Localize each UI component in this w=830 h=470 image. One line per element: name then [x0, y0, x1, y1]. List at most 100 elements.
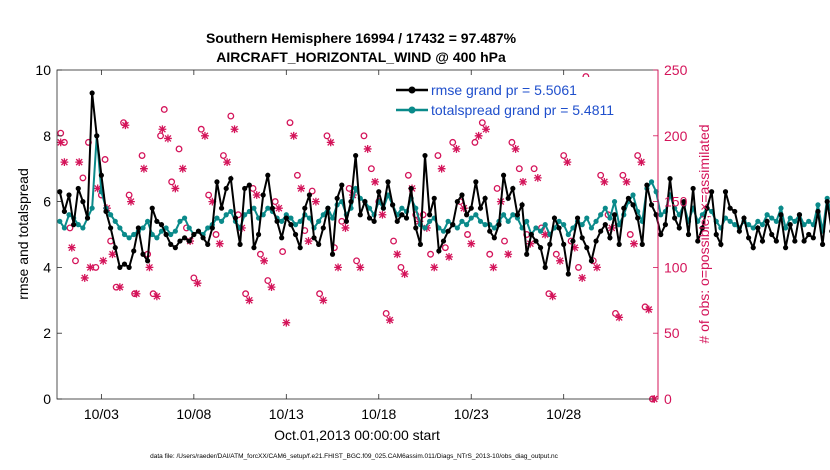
x-axis-label: Oct.01,2013 00:00:00 start — [274, 427, 440, 443]
y2-tick-label-3: 150 — [664, 194, 688, 210]
totalspread-point-52 — [297, 218, 303, 224]
obs-possible-35 — [286, 119, 294, 127]
obs-possible-74 — [575, 263, 582, 271]
obs-assimilated-3 — [75, 158, 84, 167]
totalspread-point-14 — [121, 231, 128, 238]
obs-possible-71 — [552, 250, 560, 258]
rmse-point-32 — [205, 241, 211, 247]
obs-assimilated-80 — [622, 177, 631, 186]
obs-assimilated-15 — [145, 263, 154, 272]
y2-axis-label: # of obs: o=possible; ×=assimilated — [696, 124, 712, 343]
obs-possible-29 — [242, 290, 250, 298]
x-tick-label-1: 10/08 — [176, 406, 211, 422]
rmse-point-21 — [154, 218, 160, 224]
obs-assimilated-7 — [99, 256, 108, 265]
totalspread-point-5 — [80, 225, 86, 231]
totalspread-point-37 — [228, 208, 234, 215]
rmse-point-16 — [131, 248, 137, 254]
rmse-point-143 — [718, 241, 724, 247]
totalspread-point-98 — [510, 212, 516, 218]
totalspread-point-83 — [440, 228, 447, 234]
totalspread-point-24 — [168, 231, 174, 238]
obs-assimilated-70 — [548, 292, 557, 301]
rmse-point-163 — [810, 235, 816, 241]
rmse-point-19 — [145, 258, 151, 264]
rmse-point-45 — [265, 172, 271, 178]
rmse-point-91 — [477, 205, 484, 211]
rmse-point-103 — [533, 238, 539, 244]
legend: rmse grand pr = 5.5061 totalspread grand… — [392, 77, 654, 119]
totalspread-point-79 — [422, 225, 428, 231]
rmse-point-128 — [648, 202, 655, 208]
rmse-point-75 — [403, 215, 410, 221]
rmse-point-152 — [759, 238, 766, 244]
rmse-point-83 — [440, 238, 447, 244]
rmse-point-44 — [260, 192, 266, 198]
rmse-point-52 — [297, 245, 303, 251]
rmse-point-151 — [755, 225, 761, 231]
axes: 10/03 10/08 10/13 10/18 10/23 10/280246810050… — [35, 62, 687, 422]
rmse-point-66 — [362, 199, 368, 205]
obs-possible-12 — [125, 191, 133, 199]
obs-possible-25 — [212, 231, 220, 238]
obs-assimilated-73 — [570, 243, 579, 252]
totalspread-point-116 — [593, 218, 599, 224]
totalspread-point-158 — [787, 215, 793, 221]
rmse-point-97 — [505, 195, 511, 201]
rmse-point-73 — [394, 218, 400, 224]
rmse-point-116 — [593, 238, 599, 244]
obs-assimilated-22 — [193, 279, 202, 288]
rmse-point-160 — [796, 212, 803, 218]
obs-assimilated-40 — [326, 138, 335, 147]
rmse-point-132 — [667, 175, 673, 182]
rmse-point-22 — [158, 222, 165, 228]
rmse-point-147 — [736, 228, 742, 234]
obs-possible-80 — [619, 171, 627, 179]
obs-possible-79 — [612, 310, 619, 317]
obs-assimilated-47 — [378, 210, 387, 219]
obs-possible-14 — [138, 152, 146, 159]
rmse-point-23 — [163, 231, 169, 238]
rmse-point-141 — [709, 189, 715, 195]
rmse-point-114 — [584, 245, 590, 251]
totalspread-point-42 — [251, 205, 257, 211]
rmse-point-144 — [722, 189, 729, 195]
obs-possible-65 — [508, 138, 516, 146]
rmse-point-28 — [186, 238, 192, 244]
obs-assimilated-34 — [282, 318, 291, 327]
obs-possible-40 — [323, 132, 331, 140]
rmse-point-102 — [528, 231, 534, 238]
rmse-point-51 — [292, 231, 299, 238]
rmse-point-92 — [482, 195, 488, 201]
rmse-point-109 — [561, 241, 567, 247]
obs-assimilated-12 — [127, 197, 135, 206]
rmse-point-142 — [713, 231, 719, 238]
obs-assimilated-49 — [393, 250, 402, 259]
rmse-point-0 — [57, 189, 63, 195]
totalspread-point-161 — [801, 222, 807, 228]
rmse-point-12 — [112, 245, 118, 251]
rmse-point-63 — [348, 199, 354, 205]
obs-assimilated-77 — [600, 177, 609, 186]
totalspread-point-159 — [792, 218, 798, 224]
obs-assimilated-65 — [511, 145, 520, 153]
totalspread-point-149 — [746, 222, 752, 228]
totalspread-point-156 — [778, 205, 784, 211]
obs-assimilated-35 — [289, 131, 298, 140]
rmse-point-90 — [473, 179, 479, 185]
totalspread-point-59 — [329, 215, 336, 221]
totalspread-point-15 — [126, 235, 132, 241]
obs-assimilated-54 — [430, 263, 439, 272]
rmse-point-159 — [792, 238, 798, 244]
totalspread-point-92 — [482, 222, 488, 228]
obs-possible-49 — [390, 237, 398, 245]
totalspread-point-13 — [117, 225, 123, 231]
totalspread-point-90 — [473, 212, 479, 218]
totalspread-point-1 — [61, 225, 67, 231]
rmse-point-136 — [685, 231, 692, 238]
obs-assimilated-81 — [630, 239, 638, 248]
totalspread-point-155 — [773, 218, 779, 224]
rmse-point-4 — [75, 185, 81, 192]
rmse-point-67 — [366, 215, 373, 221]
